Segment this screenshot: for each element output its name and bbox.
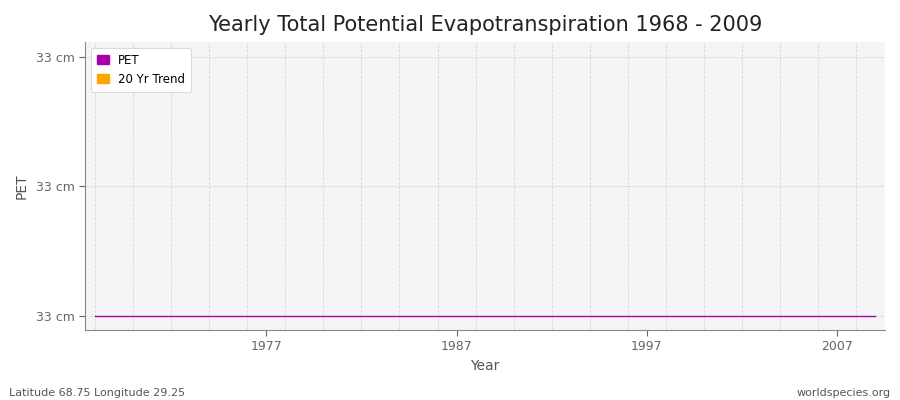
- Y-axis label: PET: PET: [15, 173, 29, 199]
- Title: Yearly Total Potential Evapotranspiration 1968 - 2009: Yearly Total Potential Evapotranspiratio…: [208, 15, 762, 35]
- X-axis label: Year: Year: [471, 359, 500, 373]
- Legend: PET, 20 Yr Trend: PET, 20 Yr Trend: [91, 48, 191, 92]
- Text: worldspecies.org: worldspecies.org: [796, 388, 891, 398]
- Text: Latitude 68.75 Longitude 29.25: Latitude 68.75 Longitude 29.25: [9, 388, 185, 398]
